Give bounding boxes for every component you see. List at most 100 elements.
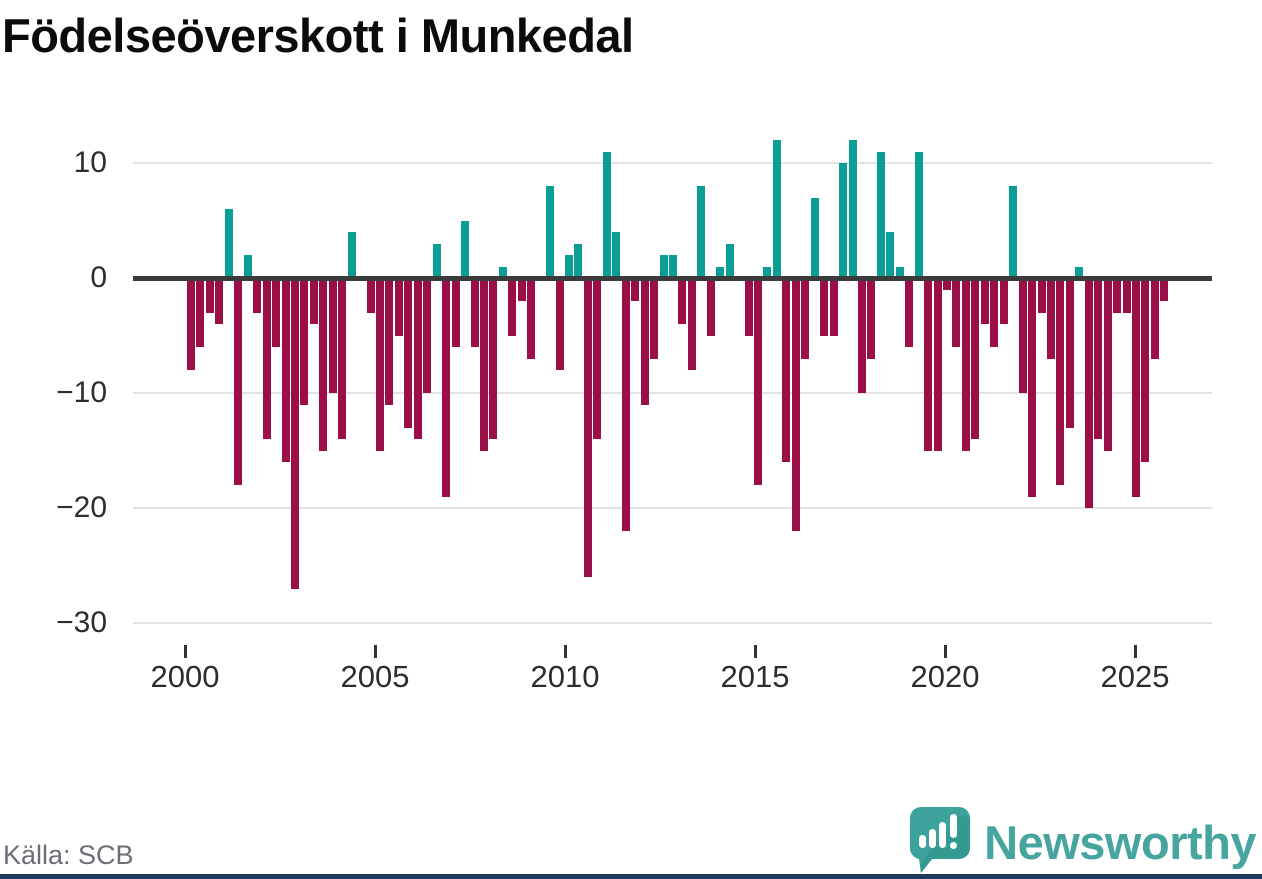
bar-quarter-73 [876, 151, 885, 276]
bar-quarter-77 [914, 151, 923, 276]
bar-quarter-0 [187, 280, 195, 370]
bar-quarter-55 [706, 280, 715, 336]
bar-quarter-66 [810, 197, 819, 276]
bar-quarter-96 [1094, 280, 1103, 439]
bar-quarter-57 [725, 243, 734, 276]
bar-quarter-9 [272, 280, 281, 347]
bar-quarter-6 [243, 255, 252, 276]
y-axis-tick-label: −30 [56, 606, 107, 639]
chart-title: Födelseöverskott i Munkedal [2, 9, 634, 62]
bar-quarter-75 [895, 266, 904, 276]
bar-quarter-100 [1132, 280, 1140, 497]
bar-quarter-36 [527, 280, 536, 359]
x-axis-tick-2010 [563, 645, 567, 658]
gridline-y--10 [133, 392, 1212, 394]
bar-quarter-72 [867, 280, 876, 359]
bar-quarter-50 [659, 255, 668, 276]
bar-quarter-93 [1065, 280, 1074, 428]
bar-quarter-28 [451, 280, 460, 347]
bar-quarter-29 [461, 220, 470, 276]
x-axis-tick-2025 [1133, 645, 1137, 658]
bar-quarter-86 [999, 280, 1008, 324]
bar-quarter-54 [697, 186, 706, 276]
bar-quarter-89 [1028, 280, 1037, 497]
zero-baseline [133, 275, 1212, 281]
gridline-y-10 [133, 162, 1212, 164]
bar-quarter-56 [716, 266, 725, 276]
bar-quarter-27 [442, 280, 451, 497]
source-note: Källa: SCB [3, 840, 134, 870]
bar-quarter-98 [1113, 280, 1122, 313]
bar-quarter-10 [281, 280, 290, 462]
y-axis-tick-label: −10 [56, 376, 107, 409]
bar-quarter-68 [829, 280, 838, 336]
bar-quarter-82 [961, 280, 970, 451]
bar-quarter-101 [1141, 280, 1150, 462]
bar-quarter-20 [376, 280, 384, 451]
bar-quarter-85 [990, 280, 999, 347]
bar-quarter-59 [744, 280, 753, 336]
bar-quarter-78 [924, 280, 933, 451]
bar-quarter-7 [253, 280, 262, 313]
bar-quarter-2 [205, 280, 214, 313]
bar-quarter-40 [565, 255, 573, 276]
bar-quarter-61 [763, 266, 772, 276]
bar-quarter-21 [385, 280, 394, 405]
x-axis-tick-label: 2000 [150, 659, 220, 694]
x-axis-tick-2015 [753, 645, 757, 658]
bar-quarter-14 [319, 280, 328, 451]
bar-quarter-38 [546, 186, 555, 276]
bar-quarter-49 [650, 280, 659, 359]
bar-quarter-74 [886, 232, 895, 276]
bar-quarter-1 [196, 280, 205, 347]
bar-quarter-69 [839, 163, 848, 276]
bar-quarter-42 [583, 280, 592, 577]
bar-quarter-8 [262, 280, 271, 439]
bar-quarter-84 [980, 280, 989, 324]
bar-quarter-34 [508, 280, 517, 336]
bar-quarter-48 [640, 280, 649, 405]
bar-quarter-60 [754, 280, 762, 485]
bar-quarter-52 [678, 280, 687, 324]
bar-quarter-33 [498, 266, 507, 276]
bar-quarter-79 [933, 280, 942, 451]
gridline-y--30 [133, 622, 1212, 624]
bar-quarter-53 [687, 280, 696, 370]
newsworthy-brand: Newsworthy [908, 806, 1256, 878]
bar-quarter-30 [470, 280, 479, 347]
gridline-y--20 [133, 507, 1212, 509]
bar-quarter-51 [668, 255, 677, 276]
bar-quarter-94 [1075, 266, 1084, 276]
bar-quarter-26 [432, 243, 441, 276]
bar-quarter-45 [612, 232, 621, 276]
x-axis-tick-label: 2015 [720, 659, 790, 694]
x-axis-tick-label: 2020 [910, 659, 980, 694]
y-axis-tick-label: −20 [56, 491, 107, 524]
footer-accent-bar [0, 874, 1262, 879]
bar-quarter-43 [593, 280, 602, 439]
x-axis-tick-2000 [183, 645, 187, 658]
bar-quarter-44 [602, 151, 611, 276]
bar-quarter-31 [479, 280, 488, 451]
newsworthy-wordmark: Newsworthy [984, 815, 1256, 869]
bar-quarter-19 [366, 280, 375, 313]
bar-quarter-76 [905, 280, 914, 347]
bar-quarter-63 [782, 280, 791, 462]
bar-quarter-87 [1009, 186, 1018, 276]
bar-quarter-41 [574, 243, 583, 276]
bar-quarter-81 [952, 280, 961, 347]
bar-quarter-46 [621, 280, 630, 531]
bar-quarter-15 [328, 280, 337, 393]
bar-quarter-4 [224, 209, 233, 276]
x-axis-tick-2020 [943, 645, 947, 658]
bar-quarter-23 [404, 280, 413, 428]
bar-quarter-17 [347, 232, 356, 276]
bar-quarter-65 [801, 280, 810, 359]
bar-quarter-12 [300, 280, 309, 405]
bar-quarter-16 [338, 280, 347, 439]
x-axis-tick-2005 [373, 645, 377, 658]
bar-quarter-99 [1122, 280, 1131, 313]
bar-quarter-13 [309, 280, 318, 324]
y-axis-tick-label: 0 [90, 261, 107, 294]
bar-quarter-92 [1056, 280, 1065, 485]
